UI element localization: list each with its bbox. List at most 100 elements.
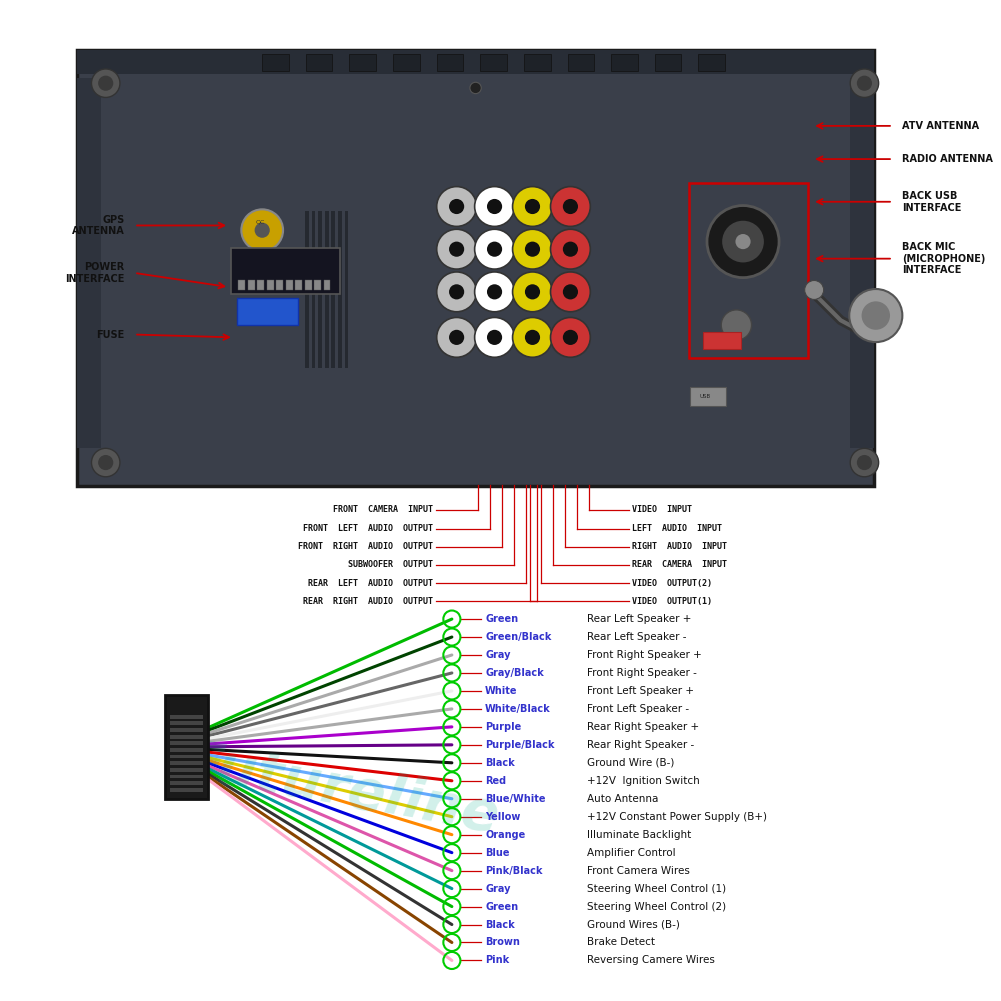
Bar xyxy=(480,54,507,71)
Text: VIDEO  OUTPUT(1): VIDEO OUTPUT(1) xyxy=(632,597,712,606)
Bar xyxy=(236,298,298,325)
Text: Orange: Orange xyxy=(485,830,526,840)
Text: FUSE: FUSE xyxy=(96,329,125,339)
Circle shape xyxy=(862,301,890,329)
Bar xyxy=(170,728,203,732)
Text: Rear Left Speaker +: Rear Left Speaker + xyxy=(588,614,692,624)
Circle shape xyxy=(551,229,591,269)
Text: Steering Wheel Control (1): Steering Wheel Control (1) xyxy=(588,884,727,894)
Text: Purple/Black: Purple/Black xyxy=(485,740,555,750)
Bar xyxy=(331,211,335,367)
Text: Blue: Blue xyxy=(485,848,510,858)
Bar xyxy=(77,50,874,486)
Bar xyxy=(324,280,330,290)
Circle shape xyxy=(563,329,578,345)
Circle shape xyxy=(436,317,476,357)
Circle shape xyxy=(551,317,591,357)
Text: GPS
ANTENNA: GPS ANTENNA xyxy=(72,214,125,236)
Text: REAR  RIGHT  AUDIO  OUTPUT: REAR RIGHT AUDIO OUTPUT xyxy=(303,597,432,606)
Text: Amplifier Control: Amplifier Control xyxy=(588,848,676,858)
Bar xyxy=(338,211,342,367)
Bar xyxy=(170,762,203,765)
Text: Green: Green xyxy=(485,902,519,912)
Bar xyxy=(318,211,322,367)
Text: REAR  LEFT  AUDIO  OUTPUT: REAR LEFT AUDIO OUTPUT xyxy=(308,579,432,588)
Circle shape xyxy=(449,284,464,299)
Bar xyxy=(170,722,203,726)
Bar xyxy=(305,211,308,367)
Bar xyxy=(305,280,311,290)
Text: Gray: Gray xyxy=(485,650,511,660)
Circle shape xyxy=(721,310,752,340)
Text: Green: Green xyxy=(485,614,519,624)
Bar xyxy=(231,248,340,293)
Circle shape xyxy=(736,234,751,249)
Text: White/Black: White/Black xyxy=(485,704,551,714)
Circle shape xyxy=(486,329,503,345)
Text: Futureline: Futureline xyxy=(181,736,505,844)
Circle shape xyxy=(436,186,476,226)
Circle shape xyxy=(857,455,872,470)
Text: FRONT  LEFT  AUDIO  OUTPUT: FRONT LEFT AUDIO OUTPUT xyxy=(303,525,432,534)
Circle shape xyxy=(525,284,541,299)
Bar xyxy=(165,695,207,799)
Circle shape xyxy=(513,186,553,226)
Text: Gray/Black: Gray/Black xyxy=(485,668,544,678)
Bar xyxy=(170,735,203,739)
Circle shape xyxy=(474,272,515,311)
Bar xyxy=(170,768,203,772)
Circle shape xyxy=(436,229,476,269)
Text: Green/Black: Green/Black xyxy=(485,632,552,642)
Text: RIGHT  AUDIO  INPUT: RIGHT AUDIO INPUT xyxy=(632,543,727,552)
Bar xyxy=(703,331,741,348)
Circle shape xyxy=(449,199,464,214)
Circle shape xyxy=(513,229,553,269)
Bar xyxy=(699,54,725,71)
Text: SUBWOOFER  OUTPUT: SUBWOOFER OUTPUT xyxy=(348,561,432,570)
Bar xyxy=(238,280,245,290)
Bar xyxy=(344,211,348,367)
Circle shape xyxy=(449,329,464,345)
Bar xyxy=(436,54,463,71)
Circle shape xyxy=(91,69,120,97)
Bar xyxy=(170,775,203,779)
Circle shape xyxy=(474,229,515,269)
Text: White: White xyxy=(485,686,518,696)
Circle shape xyxy=(436,272,476,311)
Text: VIDEO  INPUT: VIDEO INPUT xyxy=(632,506,692,515)
Text: Illuminate Backlight: Illuminate Backlight xyxy=(588,830,692,840)
Text: Front Camera Wires: Front Camera Wires xyxy=(588,866,691,876)
Text: FRONT  CAMERA  INPUT: FRONT CAMERA INPUT xyxy=(333,506,432,515)
Circle shape xyxy=(474,317,515,357)
Circle shape xyxy=(91,448,120,476)
Text: Pink: Pink xyxy=(485,956,510,966)
Circle shape xyxy=(98,76,113,91)
Bar xyxy=(170,755,203,759)
Text: USB: USB xyxy=(700,393,711,398)
Bar xyxy=(248,280,254,290)
Circle shape xyxy=(254,222,270,238)
Circle shape xyxy=(525,199,541,214)
Text: Front Left Speaker -: Front Left Speaker - xyxy=(588,704,690,714)
Bar xyxy=(77,78,101,448)
Text: Black: Black xyxy=(485,758,515,768)
Bar xyxy=(77,50,874,74)
Bar xyxy=(655,54,682,71)
Circle shape xyxy=(563,284,578,299)
Text: Gray: Gray xyxy=(485,884,511,894)
Circle shape xyxy=(850,69,879,97)
Circle shape xyxy=(98,455,113,470)
Text: BACK MIC
(MICROPHONE)
INTERFACE: BACK MIC (MICROPHONE) INTERFACE xyxy=(902,242,986,275)
Circle shape xyxy=(469,82,481,94)
Bar xyxy=(311,211,315,367)
Bar xyxy=(690,386,726,405)
Text: QC: QC xyxy=(255,219,265,224)
Bar xyxy=(276,280,283,290)
Text: Black: Black xyxy=(485,920,515,930)
Bar xyxy=(524,54,551,71)
Bar xyxy=(267,280,273,290)
Circle shape xyxy=(849,289,902,342)
Text: +12V Constant Power Supply (B+): +12V Constant Power Supply (B+) xyxy=(588,812,768,822)
Bar xyxy=(295,280,302,290)
Bar xyxy=(568,54,595,71)
